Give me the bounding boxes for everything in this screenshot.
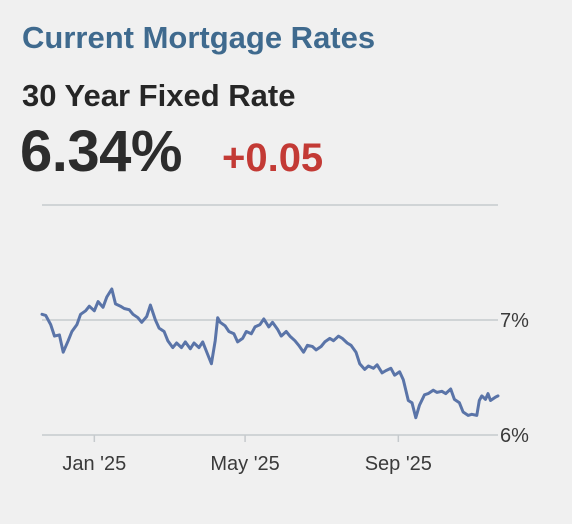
chart-tick-labels: 7% 6% Jan '25 May '25 Sep '25 <box>62 310 529 475</box>
page-title: Current Mortgage Rates <box>22 20 376 55</box>
current-rate-value: 6.34% <box>20 119 182 184</box>
rate-summary: 6.34% +0.05 <box>20 118 323 188</box>
x-tick-label-0: Jan '25 <box>62 453 126 475</box>
rate-type-label: 30 Year Fixed Rate <box>22 78 296 113</box>
rate-change-value: +0.05 <box>221 136 324 180</box>
chart-grid <box>42 204 498 436</box>
y-tick-label-1: 6% <box>500 425 529 447</box>
x-tick-label-2: Sep '25 <box>365 453 432 475</box>
chart-series <box>40 287 500 420</box>
chart-x-ticks <box>93 435 400 442</box>
series-line-0 <box>40 287 500 420</box>
y-tick-label-0: 7% <box>500 310 529 332</box>
x-tick-label-1: May '25 <box>210 453 279 475</box>
